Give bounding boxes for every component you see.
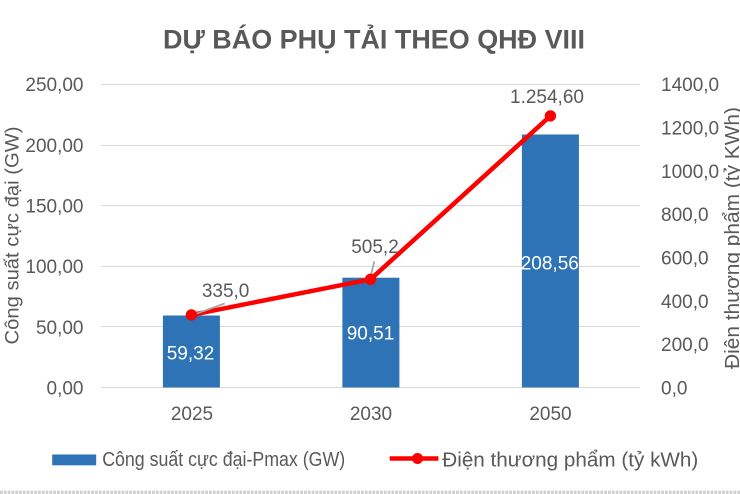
svg-text:335,0: 335,0 [202, 281, 250, 302]
svg-text:DỰ BÁO PHỤ TẢI THEO QHĐ VIII: DỰ BÁO PHỤ TẢI THEO QHĐ VIII [163, 23, 585, 55]
svg-text:150,00: 150,00 [25, 197, 83, 218]
svg-text:1400,0: 1400,0 [661, 75, 719, 96]
svg-text:50,00: 50,00 [36, 318, 84, 339]
svg-text:100,00: 100,00 [25, 257, 83, 278]
svg-text:59,32: 59,32 [167, 343, 215, 364]
svg-text:Điện thương phẩm (tỷ KWh): Điện thương phẩm (tỷ KWh) [722, 107, 740, 369]
svg-text:600,0: 600,0 [661, 249, 709, 270]
svg-text:250,00: 250,00 [25, 75, 83, 96]
svg-text:1200,0: 1200,0 [661, 119, 719, 140]
svg-text:505,2: 505,2 [351, 237, 399, 258]
svg-text:200,0: 200,0 [661, 335, 709, 356]
svg-text:2050: 2050 [529, 404, 571, 425]
svg-text:400,0: 400,0 [661, 292, 709, 313]
svg-text:90,51: 90,51 [347, 324, 395, 345]
svg-text:1000,0: 1000,0 [661, 162, 719, 183]
svg-text:0,0: 0,0 [661, 379, 687, 400]
svg-text:800,0: 800,0 [661, 205, 709, 226]
svg-text:208,56: 208,56 [521, 254, 579, 275]
svg-text:0,00: 0,00 [47, 379, 84, 400]
svg-text:Điện thương phẩm (tỷ kWh): Điện thương phẩm (tỷ kWh) [442, 450, 698, 472]
svg-text:2025: 2025 [171, 404, 213, 425]
svg-text:200,00: 200,00 [25, 136, 83, 157]
svg-text:1.254,60: 1.254,60 [510, 87, 584, 108]
svg-text:Công suất cực đại-Pmax (GW): Công suất cực đại-Pmax (GW) [102, 449, 345, 471]
svg-text:2030: 2030 [350, 404, 392, 425]
svg-text:Công suất cực đại (GW): Công suất cực đại (GW) [3, 127, 24, 345]
